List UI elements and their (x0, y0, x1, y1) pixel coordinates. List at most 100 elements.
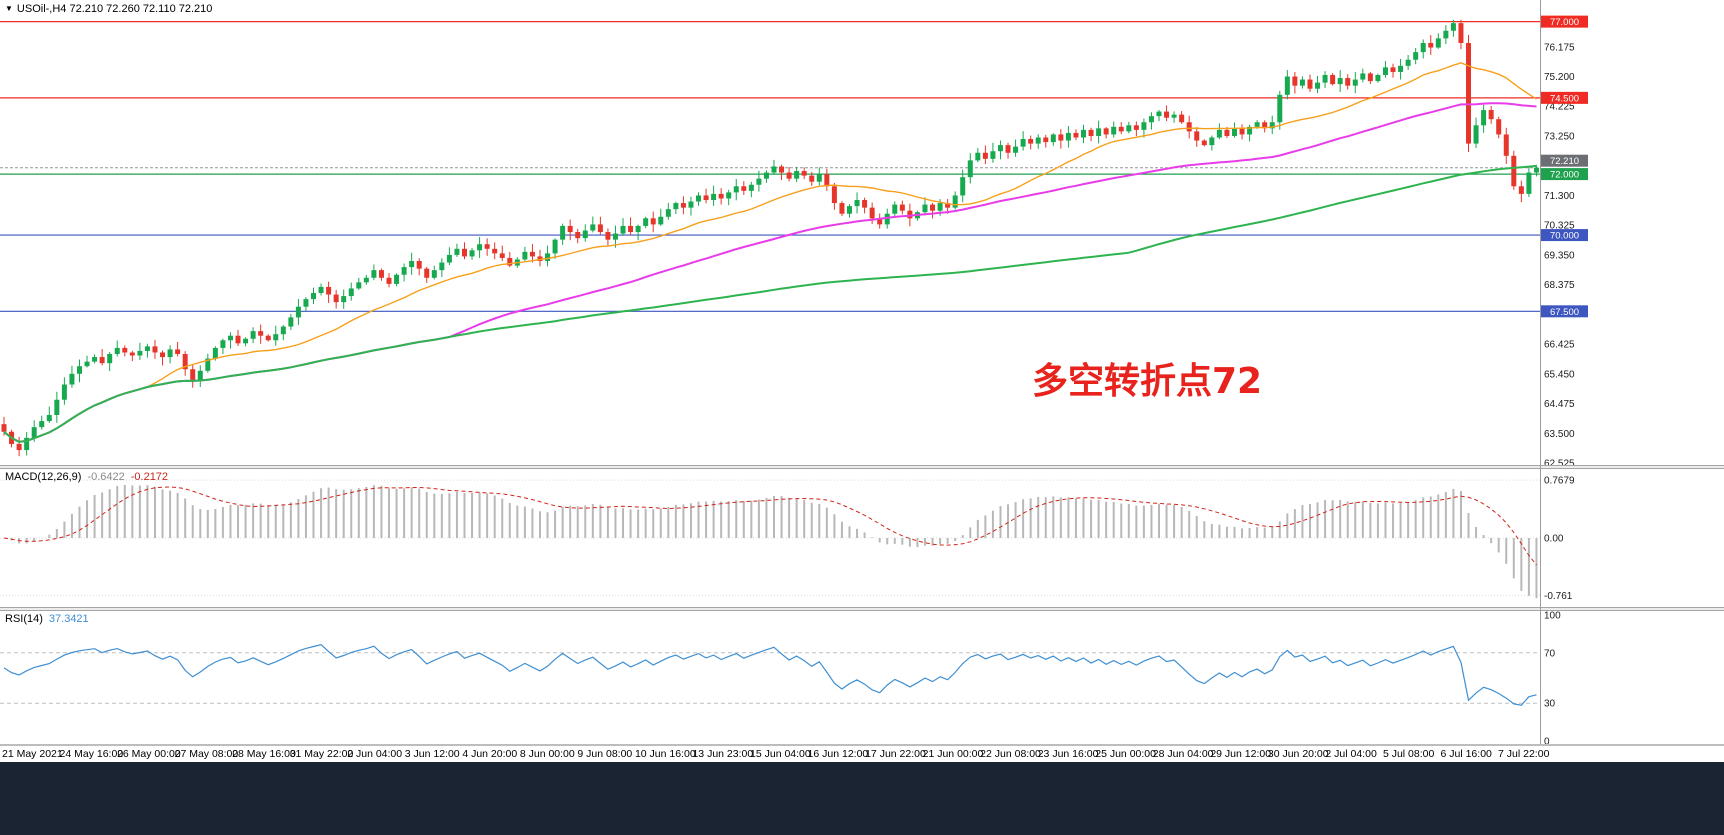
candle-body (1473, 125, 1479, 144)
candle-body (522, 251, 528, 260)
time-axis-label: 23 Jun 16:00 (1037, 748, 1099, 760)
ma-line-fast (3, 62, 1537, 443)
candle-body (1231, 128, 1237, 136)
candle-body (1496, 119, 1502, 135)
time-axis-label: 24 May 16:00 (59, 748, 124, 760)
candle-body (1111, 126, 1117, 135)
macd-chart[interactable]: 0.7679 0.00 -0.761 (0, 469, 1724, 607)
candle-body (1450, 23, 1456, 31)
chart-annotation: 多空转折点72 (1032, 361, 1263, 402)
rsi-axis-label: 100 (1544, 611, 1561, 622)
candle-body (846, 206, 852, 214)
time-axis-label: 4 Jun 20:00 (462, 748, 518, 760)
candle-body (597, 224, 603, 233)
candle-body (484, 244, 490, 249)
rsi-axis-label: 0 (1544, 737, 1550, 745)
candle-body (1179, 114, 1185, 123)
time-axis-label: 27 May 08:00 (174, 748, 239, 760)
candle-body (545, 253, 551, 261)
candle-body (190, 369, 196, 380)
candle-body (1186, 122, 1192, 132)
candle-body (469, 250, 475, 257)
candle-body (1390, 67, 1396, 72)
panel-resize-sash[interactable] (0, 607, 1724, 611)
time-axis[interactable]: 21 May 2021 24 May 16:00 26 May 00:00 27 Ma… (0, 746, 1724, 762)
time-axis-label: 5 Jul 08:00 (1382, 748, 1435, 760)
candle-body (54, 399, 60, 415)
candle-body (1073, 132, 1079, 138)
candle-body (182, 354, 188, 370)
candle-body (1194, 131, 1200, 141)
main-chart-panel[interactable]: 76.175 75.200 74.225 73.250 71.300 70.325 69.3… (0, 0, 1724, 465)
price-axis-label: 64.475 (1544, 399, 1575, 410)
candle-body (982, 152, 988, 159)
time-axis-label: 3 Jun 12:00 (404, 748, 460, 760)
price-axis-label: 69.350 (1544, 250, 1575, 261)
price-axis-label: 74.225 (1544, 102, 1575, 113)
candle-body (1428, 42, 1434, 48)
time-axis-label: 25 Jun 00:00 (1095, 748, 1156, 760)
candle-body (1458, 23, 1464, 43)
candle-body (635, 225, 641, 233)
time-axis-label: 6 Jul 16:00 (1440, 748, 1492, 760)
candle-body (401, 267, 407, 275)
candle-body (160, 352, 166, 358)
chart-header: ▼ USOil-,H4 72.210 72.260 72.110 72.210 (5, 3, 212, 15)
candle-body (605, 232, 611, 240)
price-axis-label: 71.300 (1544, 191, 1575, 202)
panel-resize-sash[interactable] (0, 465, 1724, 469)
candle-body (288, 317, 294, 327)
candle-body (1398, 65, 1404, 72)
candle-body (945, 203, 951, 208)
candle-body (24, 437, 30, 451)
candle-body (952, 195, 958, 208)
candle-body (741, 186, 747, 191)
macd-indicator-panel[interactable]: 0.7679 0.00 -0.761 (0, 469, 1724, 607)
candle-body (371, 270, 377, 278)
candle-body (1330, 74, 1336, 85)
candle-body (1148, 116, 1154, 123)
candle-body (152, 346, 158, 353)
price-chart[interactable]: 76.175 75.200 74.225 73.250 71.300 70.325 69.3… (0, 0, 1724, 465)
rsi-chart[interactable]: 100 70 30 0 (0, 611, 1724, 744)
candle-body (960, 177, 966, 196)
candle-body (824, 174, 830, 187)
candle-body (1201, 140, 1207, 146)
svg-text:74.500: 74.500 (1550, 93, 1579, 104)
candle-body (975, 152, 981, 161)
candle-body (567, 225, 573, 233)
macd-value-signal: -0.2172 (130, 471, 169, 483)
time-axis-label: 28 Jun 04:00 (1152, 748, 1214, 760)
price-axis-label: 75.200 (1544, 72, 1575, 83)
symbol-marker-icon: ▼ (5, 4, 13, 13)
candle-body (280, 326, 286, 335)
candle-body (696, 195, 702, 202)
macd-axis-label: 0.00 (1544, 534, 1564, 545)
candle-body (680, 203, 686, 208)
candle-body (144, 346, 150, 351)
time-axis-label: 17 Jun 22:00 (865, 748, 926, 760)
rsi-indicator-panel[interactable]: 100 70 30 0 (0, 611, 1724, 744)
candle-body (1141, 122, 1147, 130)
time-axis-label: 22 Jun 08:00 (980, 748, 1041, 760)
candle-body (137, 350, 143, 356)
candle-body (922, 204, 928, 213)
candle-body (612, 233, 618, 240)
price-badge: 67.500 (1541, 305, 1588, 318)
candle-body (650, 218, 656, 225)
time-axis-label: 15 Jun 04:00 (750, 748, 811, 760)
time-axis-label: 21 Jun 00:00 (922, 748, 984, 760)
candle-body (990, 151, 996, 159)
price-axis-label: 62.525 (1544, 459, 1575, 465)
candle-body (1488, 110, 1494, 120)
ma-line-medium (3, 102, 1537, 443)
candle-body (718, 193, 724, 199)
candle-body (1216, 129, 1222, 138)
candle-body (1247, 126, 1253, 135)
candle-body (665, 209, 671, 217)
candle-body (892, 204, 898, 214)
candle-body (1337, 78, 1343, 85)
candle-body (1435, 38, 1441, 48)
time-axis-label: 2 Jul 04:00 (1325, 748, 1377, 760)
candle-body (560, 225, 566, 240)
